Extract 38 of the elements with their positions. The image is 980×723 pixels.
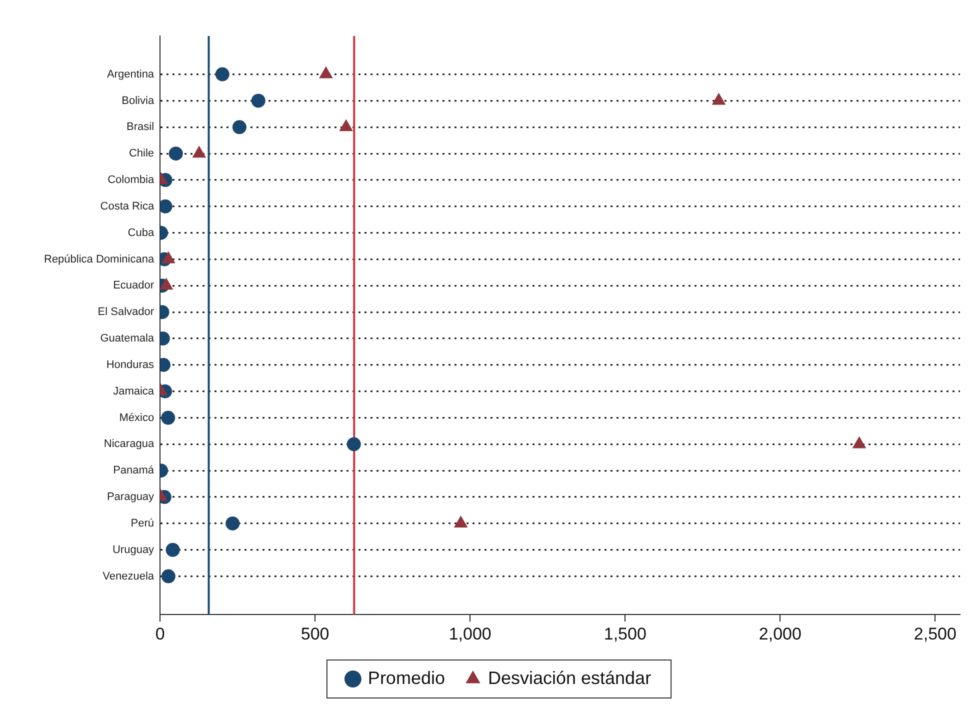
y-tick-label: Uruguay bbox=[112, 544, 155, 556]
legend-label: Promedio bbox=[368, 668, 445, 688]
y-tick-label: Perú bbox=[130, 517, 154, 530]
x-tick-label: 500 bbox=[300, 624, 330, 644]
x-tick-label: 1,500 bbox=[604, 624, 646, 644]
y-tick-label: Bolivia bbox=[122, 94, 155, 107]
point bbox=[226, 516, 240, 530]
x-tick-label: 0 bbox=[155, 624, 165, 644]
point bbox=[161, 410, 176, 425]
x-tick-label: 2,500 bbox=[914, 624, 956, 644]
y-tick-label: Brasil bbox=[126, 121, 154, 134]
point bbox=[346, 437, 361, 452]
y-tick-label: Panamá bbox=[113, 464, 155, 477]
y-tick-label: Argentina bbox=[106, 68, 155, 80]
point bbox=[251, 94, 266, 108]
y-tick-label: Chile bbox=[128, 148, 154, 160]
point bbox=[232, 120, 246, 134]
y-tick-label: El Salvador bbox=[98, 306, 154, 318]
point bbox=[215, 67, 230, 82]
y-tick-label: República Dominicana bbox=[44, 253, 155, 266]
y-tick-label: Colombia bbox=[108, 174, 155, 186]
point bbox=[161, 569, 176, 584]
y-tick-label: Paraguay bbox=[106, 491, 155, 504]
y-tick-label: Ecuador bbox=[113, 280, 154, 292]
y-tick-label: Nicaragua bbox=[104, 438, 155, 450]
y-tick-label: Guatemala bbox=[100, 332, 155, 345]
y-tick-label: Honduras bbox=[106, 358, 155, 371]
y-tick-label: Cuba bbox=[128, 226, 155, 239]
y-tick-label: Venezuela bbox=[102, 570, 155, 582]
point bbox=[168, 146, 183, 161]
point bbox=[166, 542, 180, 557]
y-tick-label: Jamaica bbox=[113, 385, 155, 398]
legend-label: Desviación estándar bbox=[488, 668, 652, 688]
x-tick-label: 1,000 bbox=[448, 624, 492, 644]
x-tick-label: 2,000 bbox=[758, 624, 802, 644]
y-tick-label: Costa Rica bbox=[100, 200, 155, 212]
point bbox=[160, 199, 172, 214]
y-tick-label: México bbox=[119, 412, 154, 424]
